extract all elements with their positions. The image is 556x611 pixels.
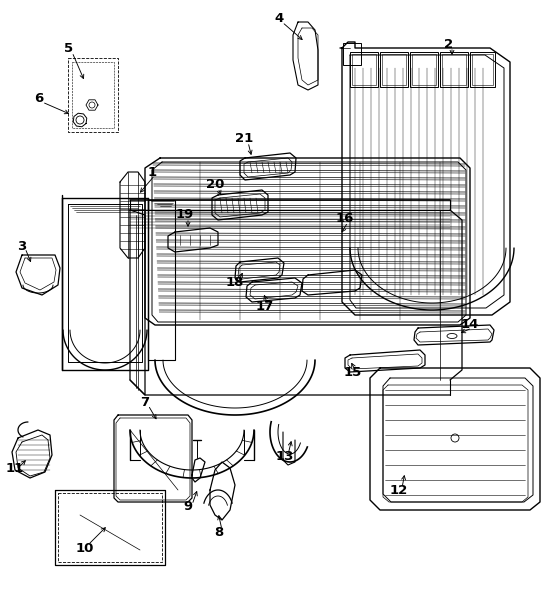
Text: 3: 3 (17, 240, 27, 252)
Text: 13: 13 (276, 450, 294, 464)
Bar (472, 54, 493, 85)
Text: 11: 11 (6, 461, 24, 475)
Text: 21: 21 (235, 131, 253, 144)
Bar (440, 52, 468, 87)
Bar (343, 43, 361, 65)
Text: 17: 17 (256, 301, 274, 313)
Text: 20: 20 (206, 178, 224, 191)
Bar (470, 52, 495, 87)
Bar (352, 54, 376, 85)
Text: 15: 15 (344, 367, 362, 379)
Text: 1: 1 (147, 166, 157, 178)
Text: 12: 12 (390, 483, 408, 497)
Text: 9: 9 (183, 500, 192, 513)
Bar (410, 52, 438, 87)
Text: 19: 19 (176, 208, 194, 222)
Bar (350, 52, 378, 87)
Text: 2: 2 (444, 37, 454, 51)
Text: 10: 10 (76, 541, 94, 555)
Text: 16: 16 (336, 213, 354, 225)
Text: 7: 7 (141, 395, 150, 409)
Bar (442, 54, 466, 85)
Text: 8: 8 (215, 525, 224, 538)
Bar (412, 54, 436, 85)
Text: 5: 5 (64, 43, 73, 56)
Bar (380, 52, 408, 87)
Text: 18: 18 (226, 277, 244, 290)
Text: 6: 6 (34, 92, 43, 106)
Bar (382, 54, 406, 85)
Text: 4: 4 (274, 12, 284, 26)
Text: 14: 14 (461, 318, 479, 332)
